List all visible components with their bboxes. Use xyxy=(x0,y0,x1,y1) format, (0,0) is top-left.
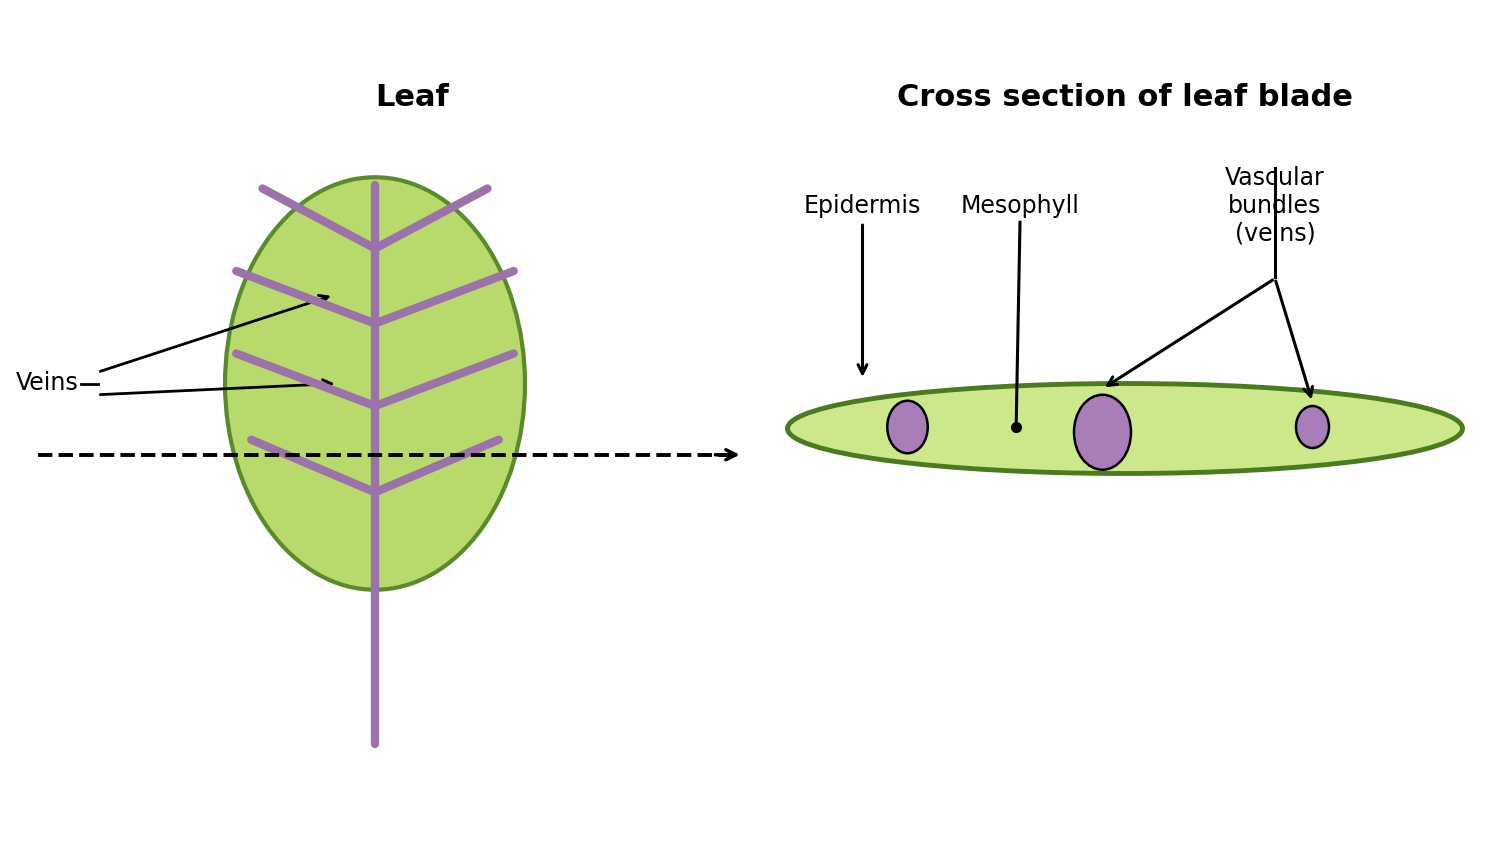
Ellipse shape xyxy=(225,177,525,590)
Ellipse shape xyxy=(1074,395,1131,470)
Ellipse shape xyxy=(788,383,1462,474)
Text: Epidermis: Epidermis xyxy=(804,195,921,219)
Text: Veins: Veins xyxy=(16,371,78,395)
Text: Cross section of leaf blade: Cross section of leaf blade xyxy=(897,83,1353,112)
Text: Leaf: Leaf xyxy=(375,83,450,112)
Text: Vascular
bundles
(veins): Vascular bundles (veins) xyxy=(1226,166,1324,246)
Ellipse shape xyxy=(1296,406,1329,448)
Text: Mesophyll: Mesophyll xyxy=(960,195,1080,219)
Ellipse shape xyxy=(888,401,927,453)
